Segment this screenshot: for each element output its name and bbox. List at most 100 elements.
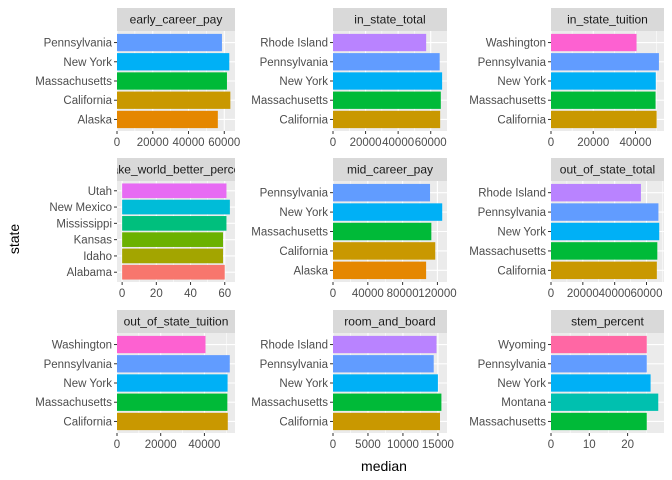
bar (551, 183, 641, 202)
facet-strip (333, 8, 447, 31)
facet-strip (551, 310, 664, 333)
bar (333, 203, 443, 221)
x-tick-label: 40000 (188, 439, 220, 451)
facet-strip (333, 310, 447, 333)
x-tick-label: 60 (218, 288, 231, 300)
facet-strip (551, 158, 664, 181)
y-tick-label: New York (497, 76, 546, 88)
bar (333, 355, 434, 373)
bar (333, 261, 427, 280)
facet-title: make_world_better_percent (102, 163, 251, 177)
bar (117, 110, 218, 129)
x-tick-label: 40000 (173, 137, 205, 149)
facet-title: early_career_pay (130, 13, 223, 27)
x-tick-label: 20000 (567, 288, 599, 300)
facet-title: in_state_total (354, 13, 425, 27)
bar (122, 199, 230, 215)
bar (117, 374, 228, 392)
y-tick-label: California (63, 416, 112, 428)
bar (333, 53, 440, 71)
y-axis-title: state (6, 224, 22, 255)
y-tick-label: California (63, 95, 112, 107)
bar (333, 242, 436, 260)
x-tick-label: 20000 (577, 137, 609, 149)
y-tick-label: California (279, 416, 328, 428)
facet-in-state-total: in_state_total California Massachusetts New… (251, 8, 447, 149)
x-tick-label: 0 (548, 288, 554, 300)
y-tick-label: Mississippi (56, 218, 112, 230)
bar (117, 53, 230, 71)
x-tick-label: 20000 (350, 137, 382, 149)
y-tick-label: California (279, 246, 328, 258)
bar (551, 412, 647, 431)
y-tick-label: Pennsylvania (44, 359, 113, 371)
x-tick-label: 120000 (418, 288, 456, 300)
x-tick-label: 0 (119, 288, 125, 300)
x-tick-label: 0 (548, 439, 554, 451)
y-tick-label: Massachusetts (251, 227, 328, 239)
facet-out-of-state-tuition: out_of_state_tuition California Massachuse… (35, 310, 235, 451)
facet-out-of-state-total: out_of_state_total California Massachusett… (469, 158, 664, 300)
bar (551, 33, 637, 52)
y-tick-label: Pennsylvania (478, 359, 547, 371)
x-tick-label: 60000 (415, 137, 447, 149)
bar (122, 183, 227, 199)
bar (551, 222, 660, 241)
y-tick-label: Alabama (67, 267, 113, 279)
x-tick-label: 0 (114, 439, 120, 451)
y-tick-label: New York (63, 378, 112, 390)
y-tick-label: Montana (501, 397, 546, 409)
x-tick-label: 40000 (352, 288, 384, 300)
facet-room-and-board: room_and_board California Massachusetts New… (251, 310, 454, 451)
bar (551, 203, 659, 221)
x-tick-label: 0 (330, 439, 336, 451)
x-axis-title: median (361, 458, 407, 474)
x-tick-label: 20000 (145, 439, 177, 451)
facet-title: stem_percent (571, 315, 644, 329)
y-tick-label: California (497, 265, 546, 277)
bar (551, 335, 647, 354)
bar (117, 355, 230, 373)
facet-strip (117, 8, 235, 31)
x-tick-label: 0 (330, 288, 336, 300)
x-tick-label: 40 (184, 288, 197, 300)
bar (117, 91, 231, 109)
y-tick-label: Massachusetts (251, 95, 328, 107)
x-tick-label: 20 (150, 288, 163, 300)
bar (333, 393, 442, 411)
y-tick-label: Massachusetts (35, 76, 112, 88)
x-tick-label: 80000 (387, 288, 419, 300)
bar (551, 72, 656, 90)
bar (333, 374, 438, 392)
x-tick-label: 20000 (137, 137, 169, 149)
bar (551, 110, 657, 129)
facet-mid-career-pay: mid_career_pay Alaska California Massachuse… (251, 158, 457, 300)
bar (551, 355, 647, 373)
y-tick-label: New York (63, 57, 112, 69)
bar (551, 261, 657, 280)
facet-stem-percent: stem_percent Massachusetts Montana New York… (469, 310, 664, 451)
bar (122, 216, 227, 231)
y-tick-label: Massachusetts (35, 397, 112, 409)
y-tick-label: Utah (88, 186, 112, 198)
y-tick-label: California (279, 114, 328, 126)
bar (117, 393, 228, 411)
bar (117, 412, 228, 431)
bar (333, 91, 441, 109)
x-tick-label: 60000 (631, 288, 663, 300)
bar (122, 264, 225, 280)
y-tick-label: California (497, 114, 546, 126)
bar (551, 91, 656, 109)
x-tick-label: 5000 (355, 439, 381, 451)
x-tick-label: 10 (583, 439, 596, 451)
y-tick-label: Kansas (74, 235, 113, 247)
y-tick-label: Alaska (77, 114, 112, 126)
y-tick-label: New Mexico (49, 202, 112, 214)
facet-strip (551, 8, 664, 31)
facet-strip (117, 310, 235, 333)
y-tick-label: Massachusetts (469, 95, 546, 107)
y-tick-label: New York (279, 207, 328, 219)
y-tick-label: Pennsylvania (44, 38, 113, 50)
y-tick-label: Pennsylvania (260, 359, 329, 371)
